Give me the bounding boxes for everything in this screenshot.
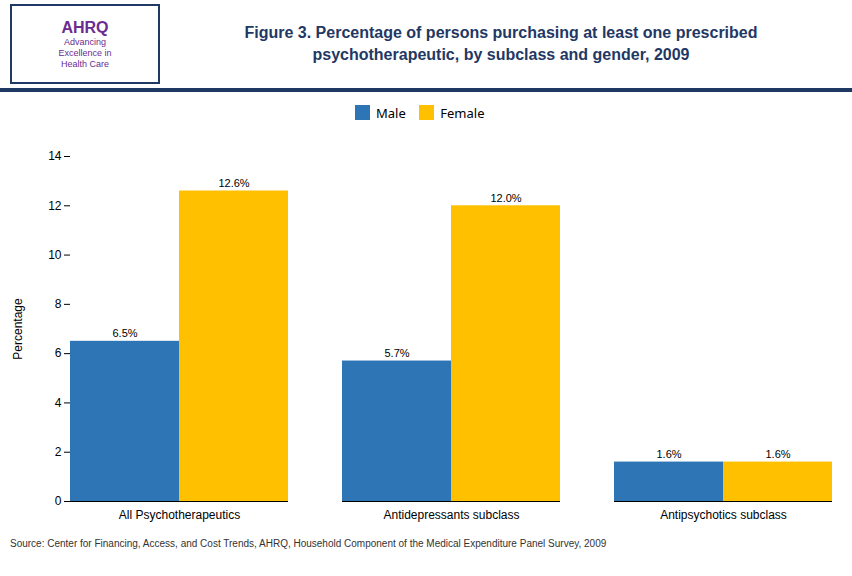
html-text:Health Care: Health Care	[61, 58, 109, 69]
svg-text:12.6%: 12.6%	[218, 177, 249, 189]
svg-text:0: 0	[55, 494, 62, 508]
svg-text:6: 6	[55, 346, 62, 360]
html-text:Source: Center for Financing,: Source: Center for Financing, Access, an…	[10, 537, 607, 549]
svg-text:Antidepressants subclass: Antidepressants subclass	[383, 508, 519, 522]
html-text:Figure 3. Percentage of person: Figure 3. Percentage of persons purchasi…	[244, 24, 758, 63]
svg-text:8: 8	[55, 297, 62, 311]
svg-text:Antipsychotics subclass: Antipsychotics subclass	[660, 508, 787, 522]
svg-text:All Psychotherapeutics: All Psychotherapeutics	[119, 508, 240, 522]
svg-text:4: 4	[55, 395, 62, 409]
svg-text:14: 14	[48, 149, 62, 163]
svg-text:6.5%: 6.5%	[112, 327, 137, 339]
svg-text:Percentage: Percentage	[11, 297, 25, 359]
html-text:Advancing: Advancing	[64, 36, 106, 47]
svg-text:5.7%: 5.7%	[384, 347, 409, 359]
svg-text:12: 12	[48, 198, 62, 212]
html-text:AHRQ: AHRQ	[61, 18, 109, 36]
svg-text:2: 2	[55, 445, 62, 459]
html-text:Female: Female	[440, 103, 485, 122]
html-text:Male: Male	[376, 103, 406, 122]
svg-text:1.6%: 1.6%	[656, 448, 681, 460]
svg-text:12.0%: 12.0%	[490, 191, 521, 203]
svg-text:10: 10	[48, 247, 62, 261]
html-text:Excellence in: Excellence in	[58, 47, 112, 58]
svg-text:1.6%: 1.6%	[765, 448, 790, 460]
